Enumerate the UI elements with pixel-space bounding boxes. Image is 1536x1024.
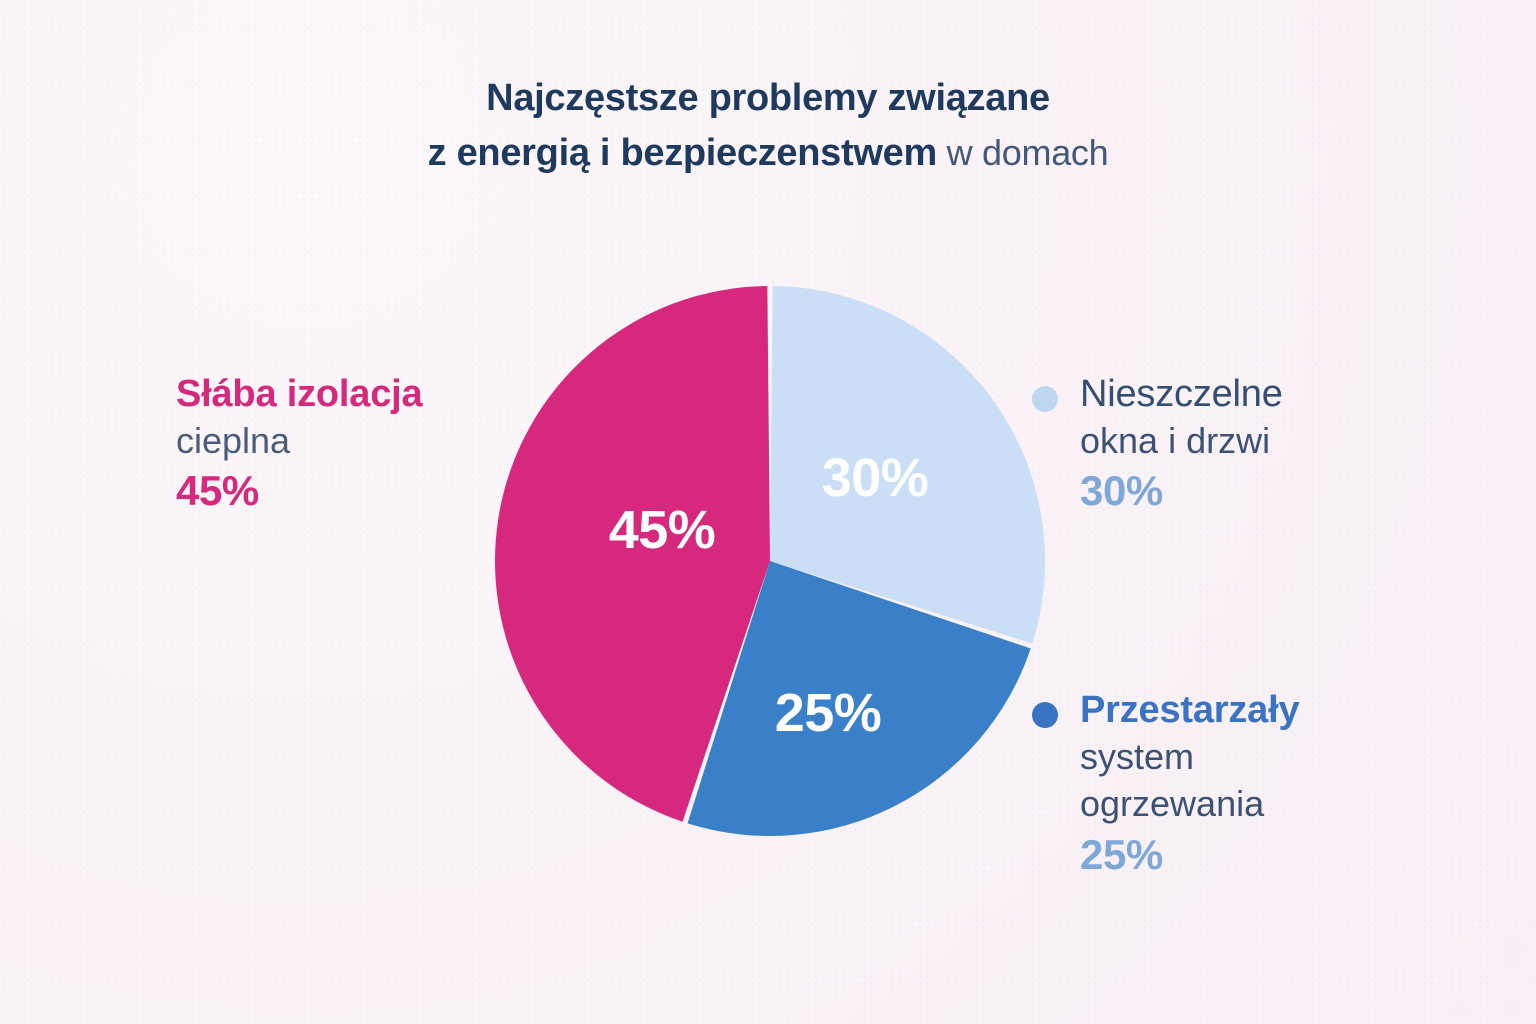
pie-chart: 45% 30% 25% [492, 283, 1048, 839]
callout-slaba-izolacja[interactable]: Słába izolacja cieplna 45% [176, 372, 423, 517]
pie-slice-labels: 45% 30% 25% [609, 448, 929, 743]
title-line-1: Najczęstsze problemy związane [486, 77, 1050, 119]
callout-left-text: Słába izolacja cieplna 45% [176, 372, 423, 517]
callout-bottom-right-subtitle-2: ogrzewania [1080, 783, 1265, 825]
title-strong-text: z energią i bezpieczenstwem [427, 132, 938, 175]
legend-dot-icon-medium-blue [1032, 702, 1058, 728]
title-soft-text [937, 132, 947, 173]
callout-bottom-right-heading: Przestarzały [1080, 689, 1300, 731]
title-soft-label: w domach [946, 132, 1109, 174]
callout-top-right-heading: Nieszczelne [1080, 373, 1283, 415]
callout-nieszczelne-okna[interactable]: Nieszczelne okna i drzwi 30% [1032, 372, 1283, 517]
callout-top-right-percentage: 30% [1080, 467, 1163, 515]
legend-dot-icon-light-blue [1032, 386, 1058, 412]
callout-left-heading: Słába izolacja [176, 373, 423, 415]
title-line-2: z energią i bezpieczenstwem w domach [0, 129, 1536, 178]
pie-slice-nieszczelne-okna[interactable] [770, 286, 1045, 644]
page-title: Najczęstsze problemy związane z energią … [0, 74, 1536, 179]
pie-slices [494, 286, 1045, 836]
callout-bottom-right-text: Przestarzały system ogrzewania 25% [1080, 688, 1300, 880]
callout-top-right-subtitle: okna i drzwi [1080, 419, 1271, 461]
callout-bottom-right-percentage: 25% [1080, 830, 1163, 878]
callout-przestarzaly-system[interactable]: Przestarzały system ogrzewania 25% [1032, 688, 1300, 880]
callout-bottom-right-subtitle-1: system [1080, 735, 1195, 777]
callout-top-right-text: Nieszczelne okna i drzwi 30% [1080, 372, 1283, 517]
pie-slice-przestarzaly-system[interactable] [687, 561, 1031, 836]
pie-slice-label-25: 25% [775, 683, 882, 743]
callout-left-percentage: 45% [176, 467, 259, 515]
pie-slice-label-45: 45% [609, 500, 716, 560]
pie-slice-label-30: 30% [822, 448, 929, 508]
callout-left-subtitle: cieplna [176, 419, 291, 461]
pie-slice-slaba-izolacja[interactable] [494, 286, 770, 822]
pie-chart-svg: 45% 30% 25% [494, 286, 1045, 836]
